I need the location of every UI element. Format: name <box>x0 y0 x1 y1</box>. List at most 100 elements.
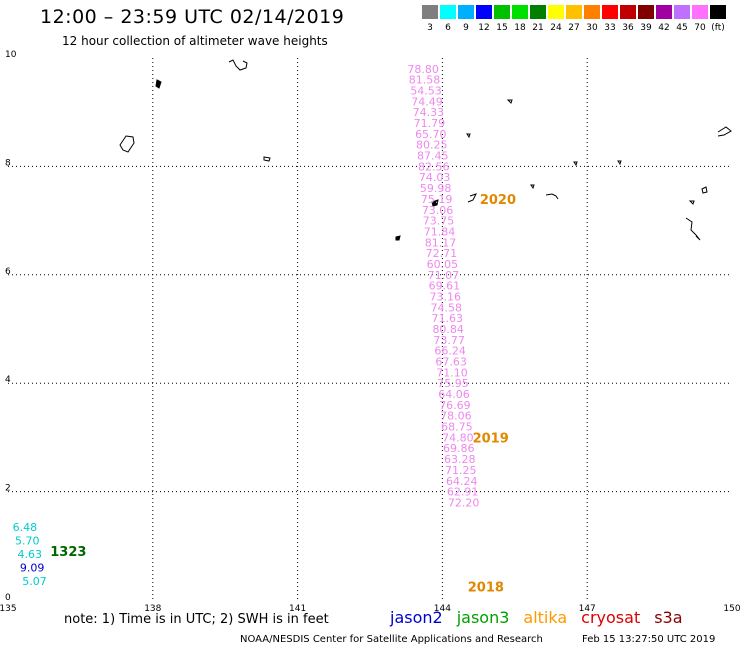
map-grid: 135 138 141 144 147 150 0 2 4 6 8 10 <box>0 50 740 614</box>
island-outlines <box>119 59 732 241</box>
wave-height-value: 5.70 <box>15 534 40 547</box>
footer-timestamp: Feb 15 13:27:50 UTC 2019 <box>582 634 716 645</box>
scale-swatch <box>566 5 582 19</box>
wave-height-value: 71.07 <box>428 269 460 282</box>
island-small-8 <box>467 193 477 203</box>
y-tick-label: 10 <box>5 50 17 60</box>
wave-height-value: 74.03 <box>419 171 451 184</box>
island-guam-area <box>119 135 135 153</box>
wave-height-value: 65.70 <box>415 128 447 141</box>
satellite-legend-item: altika <box>523 608 568 627</box>
wave-height-value: 66.24 <box>434 345 466 358</box>
map-subtitle: 12 hour collection of altimeter wave hei… <box>62 34 328 48</box>
scale-swatch <box>620 5 636 19</box>
satellite-legend-item: jason3 <box>456 608 510 627</box>
wave-height-value: 71.84 <box>424 225 456 238</box>
scale-label: 24 <box>550 23 562 33</box>
y-tick-label: 6 <box>5 267 11 277</box>
scale-swatch <box>476 5 492 19</box>
wave-height-value: 74.80 <box>442 431 474 444</box>
note-text: note: 1) Time is in UTC; 2) SWH is in fe… <box>64 612 329 627</box>
wave-height-value: 72.20 <box>448 496 480 509</box>
wave-height-value: 69.61 <box>429 280 461 293</box>
island-small-4 <box>466 133 471 139</box>
wave-height-value: 75.95 <box>437 377 469 390</box>
wave-height-value: 54.53 <box>410 85 442 98</box>
wave-height-value: 74.33 <box>413 106 445 119</box>
wave-height-value: 5.07 <box>22 575 47 588</box>
scale-swatch <box>548 5 564 19</box>
scale-label: 3 <box>427 23 433 33</box>
y-tick-label: 2 <box>5 484 11 494</box>
scale-label: 36 <box>622 23 634 33</box>
wave-height-value: 80.25 <box>416 139 448 152</box>
scale-swatch <box>440 5 456 19</box>
wave-height-value: 78.06 <box>440 410 472 423</box>
wave-height-value: 73.77 <box>433 334 465 347</box>
island-small-6 <box>617 160 622 166</box>
wave-height-value: 78.80 <box>407 63 439 76</box>
wave-height-value: 87.45 <box>417 150 449 163</box>
scale-swatch <box>458 5 474 19</box>
island-small-11 <box>431 199 439 207</box>
island-north <box>228 59 248 71</box>
time-label: 1323 <box>50 545 86 560</box>
wave-height-value: 81.58 <box>409 74 441 87</box>
satellite-legend-item: jason2 <box>390 608 443 627</box>
scale-swatch <box>494 5 510 19</box>
time-labels: 2020 2019 2018 1323 <box>50 193 516 596</box>
satellite-legend: jason2 jason3 altika cryosat s3a <box>390 608 697 627</box>
island-small-13 <box>688 200 695 205</box>
scale-swatch <box>584 5 600 19</box>
wave-height-value: 71.25 <box>445 464 477 477</box>
x-tick-label: 150 <box>723 604 740 614</box>
wave-height-value: 4.63 <box>17 548 42 561</box>
island-small-1 <box>155 79 162 89</box>
scale-label: 9 <box>463 23 469 33</box>
satellite-legend-item: cryosat <box>581 608 641 627</box>
scale-swatch <box>638 5 654 19</box>
wave-height-value: 74.49 <box>411 95 443 108</box>
island-small-12 <box>395 235 401 241</box>
wave-height-value: 72.71 <box>426 247 458 260</box>
scale-label: 12 <box>478 23 490 33</box>
y-tick-label: 8 <box>5 158 11 168</box>
scale-swatch <box>422 5 438 19</box>
scale-label: 6 <box>445 23 451 33</box>
island-small-2 <box>263 156 271 162</box>
wave-height-value: 67.63 <box>435 356 467 369</box>
island-right-1 <box>717 126 732 137</box>
x-tick-label: 135 <box>0 604 17 614</box>
altimeter-track-small: 6.485.704.639.095.07 <box>13 521 47 588</box>
x-tick-label: 144 <box>434 604 451 614</box>
wave-height-value: 71.79 <box>414 117 446 130</box>
scale-label: 27 <box>568 23 580 33</box>
wave-height-value: 69.86 <box>443 442 475 455</box>
scale-swatch <box>656 5 672 19</box>
wave-height-value: 71.63 <box>431 312 463 325</box>
map-title: 12:00 – 23:59 UTC 02/14/2019 <box>40 6 345 28</box>
wave-height-value: 60.05 <box>427 258 459 271</box>
wave-height-value: 73.16 <box>430 290 462 303</box>
y-tick-label: 0 <box>5 593 11 603</box>
wave-height-value: 59.98 <box>420 182 452 195</box>
time-label: 2019 <box>473 431 509 446</box>
wave-height-value: 6.48 <box>13 521 38 534</box>
island-small-10 <box>701 186 708 194</box>
x-tick-label: 141 <box>289 604 306 614</box>
altimeter-track-main: 78.8081.5854.5374.4974.3371.7965.7080.25… <box>407 63 479 510</box>
scale-label: 15 <box>496 23 508 33</box>
wave-height-value: 82.56 <box>418 160 450 173</box>
island-small-5 <box>573 161 578 167</box>
wave-height-value: 9.09 <box>20 561 45 574</box>
scale-swatch <box>692 5 708 19</box>
y-tick-label: 4 <box>5 375 11 385</box>
time-label: 2018 <box>468 580 504 595</box>
wave-height-value: 81.17 <box>425 236 457 249</box>
island-atoll-right <box>685 217 701 241</box>
wave-height-value: 64.24 <box>446 475 478 488</box>
wave-height-value: 68.75 <box>441 421 473 434</box>
scale-swatch <box>530 5 546 19</box>
scale-label: 33 <box>604 23 616 33</box>
